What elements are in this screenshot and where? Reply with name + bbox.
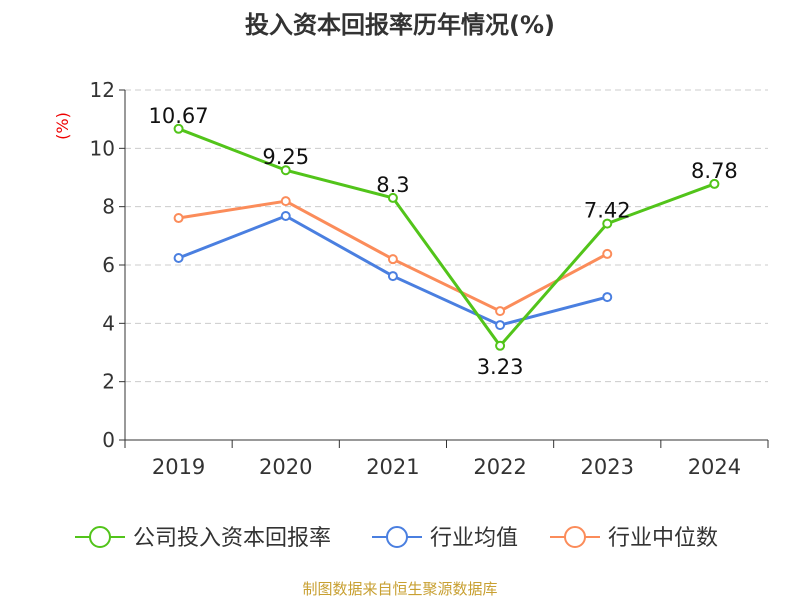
x-tick-label: 2019 bbox=[152, 455, 205, 479]
x-tick-label: 2023 bbox=[581, 455, 634, 479]
data-point[interactable] bbox=[173, 253, 184, 263]
data-label: 8.3 bbox=[376, 173, 409, 197]
y-axis-label: (%) bbox=[53, 112, 72, 140]
data-label: 10.67 bbox=[149, 104, 209, 128]
y-tick-label: 12 bbox=[90, 78, 115, 102]
data-point[interactable] bbox=[173, 213, 184, 224]
data-point[interactable] bbox=[387, 271, 398, 282]
data-point[interactable] bbox=[495, 306, 506, 317]
data-point[interactable] bbox=[280, 211, 291, 221]
legend-marker[interactable] bbox=[386, 526, 408, 548]
data-label: 8.78 bbox=[691, 159, 738, 183]
data-point[interactable] bbox=[495, 320, 506, 331]
y-tick-label: 4 bbox=[102, 311, 115, 335]
data-point[interactable] bbox=[173, 123, 184, 134]
source-note: 制图数据来自恒生聚源数据库 bbox=[302, 580, 497, 598]
data-point[interactable] bbox=[280, 165, 291, 176]
legend-marker[interactable] bbox=[564, 526, 586, 548]
data-point[interactable] bbox=[495, 340, 506, 351]
data-point[interactable] bbox=[602, 292, 613, 303]
data-label: 3.23 bbox=[477, 355, 524, 379]
y-tick-label: 10 bbox=[90, 136, 115, 160]
data-label: 9.25 bbox=[262, 145, 309, 169]
y-tick-label: 0 bbox=[102, 428, 115, 452]
legend-marker[interactable] bbox=[89, 526, 111, 548]
x-tick-label: 2021 bbox=[366, 455, 419, 479]
data-point[interactable] bbox=[387, 192, 398, 203]
y-tick-label: 6 bbox=[102, 253, 115, 277]
data-label: 7.42 bbox=[584, 199, 631, 223]
x-tick-label: 2022 bbox=[473, 455, 526, 479]
legend-label[interactable]: 行业均值 bbox=[430, 526, 518, 551]
y-tick-label: 8 bbox=[102, 195, 115, 219]
x-tick-label: 2020 bbox=[259, 455, 312, 479]
data-point[interactable] bbox=[387, 254, 398, 265]
legend-label[interactable]: 行业中位数 bbox=[608, 526, 718, 551]
x-tick-label: 2024 bbox=[688, 455, 741, 479]
data-point[interactable] bbox=[602, 248, 613, 259]
chart-title: 投入资本回报率历年情况(%) bbox=[245, 11, 555, 39]
series-line bbox=[178, 214, 608, 327]
data-point[interactable] bbox=[709, 178, 720, 189]
data-point[interactable] bbox=[280, 196, 291, 207]
legend-label[interactable]: 公司投入资本回报率 bbox=[133, 526, 331, 551]
series-line bbox=[178, 127, 715, 349]
y-tick-label: 2 bbox=[102, 370, 115, 394]
data-point[interactable] bbox=[602, 218, 613, 229]
